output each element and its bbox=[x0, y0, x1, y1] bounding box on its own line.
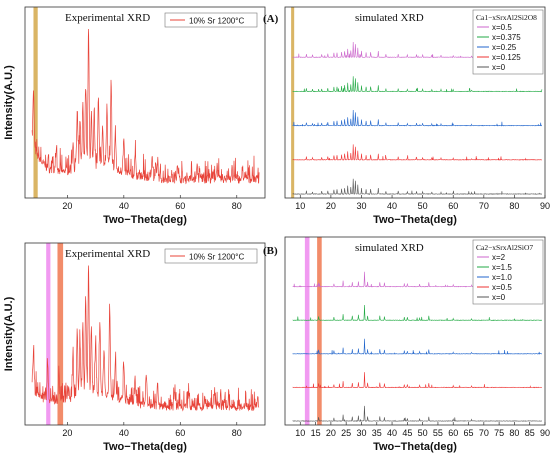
series-line-x-0-375 bbox=[292, 76, 543, 93]
legend-box bbox=[472, 9, 544, 75]
x-tick-label: 20 bbox=[62, 201, 72, 211]
x-tick-label: 75 bbox=[494, 428, 504, 438]
x-tick-label: 25 bbox=[341, 428, 351, 438]
x-axis-label: Two−Theta(deg) bbox=[373, 214, 457, 226]
legend-box bbox=[164, 12, 258, 28]
legend-entry: x=0.5 bbox=[492, 23, 512, 32]
x-tick-label: 60 bbox=[448, 201, 458, 211]
x-tick-label: 40 bbox=[119, 201, 129, 211]
legend-entry: 10% Sr 1200°C bbox=[189, 253, 244, 262]
legend-entry: x=0.5 bbox=[492, 283, 512, 292]
legend-title: Ca1−xSrxAl2Si2O8 bbox=[476, 13, 537, 22]
panel-label: (A) bbox=[263, 13, 279, 25]
chart-title: Experimental XRD bbox=[65, 12, 150, 24]
series-line-x-1-5 bbox=[292, 304, 542, 322]
legend-title: Ca2−xSrxAl2SiO7 bbox=[476, 243, 533, 252]
y-axis-label: Intensity(A.U.) bbox=[3, 65, 15, 140]
x-tick-label: 15 bbox=[311, 428, 321, 438]
chart-panel-1: 10% Sr 1200°C Experimental XRD 20 40 60 80 Two… bbox=[3, 6, 266, 226]
x-tick-label: 10 bbox=[295, 428, 305, 438]
x-tick-label: 20 bbox=[62, 428, 72, 438]
y-axis-label: Intensity(A.U.) bbox=[3, 296, 15, 371]
x-tick-label: 50 bbox=[418, 201, 428, 211]
series-line-x-0-25 bbox=[292, 109, 542, 127]
series-line-x-0-5 bbox=[292, 372, 542, 389]
chart-title: simulated XRD bbox=[355, 12, 424, 24]
x-tick-label: 70 bbox=[479, 201, 489, 211]
x-tick-label: 60 bbox=[448, 428, 458, 438]
x-tick-label: 60 bbox=[175, 201, 185, 211]
highlight-band bbox=[291, 7, 295, 198]
legend-entry: x=2 bbox=[492, 253, 506, 262]
x-tick-label: 20 bbox=[326, 428, 336, 438]
highlight-band bbox=[46, 243, 51, 425]
x-tick-label: 40 bbox=[387, 201, 397, 211]
x-tick-label: 30 bbox=[356, 428, 366, 438]
legend-box bbox=[164, 248, 258, 264]
x-tick-label: 20 bbox=[326, 201, 336, 211]
x-tick-label: 80 bbox=[509, 428, 519, 438]
x-axis-label: Two−Theta(deg) bbox=[103, 214, 187, 226]
legend-box bbox=[472, 239, 544, 305]
legend-entry: x=0 bbox=[492, 63, 506, 72]
series-line-x-0 bbox=[292, 405, 543, 422]
highlight-band bbox=[304, 237, 310, 425]
chart-title: Experimental XRD bbox=[65, 248, 150, 260]
panel-label: (B) bbox=[263, 245, 278, 257]
legend-entry: x=0.25 bbox=[492, 43, 517, 52]
chart-panel-2: Ca1−xSrxAl2Si2O8x=0.5x=0.375x=0.25x=0.12… bbox=[263, 6, 550, 226]
highlight-band bbox=[57, 243, 64, 425]
series-line-x-0 bbox=[292, 178, 542, 195]
plot-frame bbox=[24, 242, 266, 426]
x-tick-label: 10 bbox=[295, 201, 305, 211]
x-tick-label: 80 bbox=[509, 201, 519, 211]
x-tick-label: 90 bbox=[540, 201, 550, 211]
series-line-x-0-125 bbox=[292, 144, 543, 161]
legend-entry: x=1.0 bbox=[492, 273, 512, 282]
legend-entry: x=0.375 bbox=[492, 33, 521, 42]
x-tick-label: 50 bbox=[418, 428, 428, 438]
x-tick-label: 90 bbox=[540, 428, 550, 438]
legend-entry: x=0.125 bbox=[492, 53, 521, 62]
x-tick-label: 40 bbox=[119, 428, 129, 438]
x-tick-label: 80 bbox=[232, 428, 242, 438]
plot-frame bbox=[24, 6, 266, 199]
x-tick-label: 30 bbox=[356, 201, 366, 211]
x-tick-label: 80 bbox=[232, 201, 242, 211]
chart-panel-3: 10% Sr 1200°C Experimental XRD 20 40 60 80 Two… bbox=[3, 242, 266, 453]
x-tick-label: 65 bbox=[464, 428, 474, 438]
series-line-experimental bbox=[31, 28, 260, 185]
plot-frame bbox=[284, 6, 546, 199]
x-axis-label: Two−Theta(deg) bbox=[103, 441, 187, 453]
highlight-band bbox=[33, 7, 38, 198]
series-line-experimental bbox=[31, 265, 260, 412]
x-tick-label: 70 bbox=[479, 428, 489, 438]
x-tick-label: 85 bbox=[525, 428, 535, 438]
x-tick-label: 60 bbox=[175, 428, 185, 438]
x-tick-label: 55 bbox=[433, 428, 443, 438]
legend-entry: x=1.5 bbox=[492, 263, 512, 272]
x-axis-label: Two−Theta(deg) bbox=[373, 441, 457, 453]
series-line-x-1-0 bbox=[292, 338, 542, 355]
x-tick-label: 40 bbox=[387, 428, 397, 438]
chart-title: simulated XRD bbox=[355, 242, 424, 254]
legend-entry: x=0 bbox=[492, 293, 506, 302]
x-tick-label: 45 bbox=[402, 428, 412, 438]
x-tick-label: 35 bbox=[372, 428, 382, 438]
legend-entry: 10% Sr 1200°C bbox=[189, 17, 244, 26]
plot-frame bbox=[284, 236, 546, 426]
highlight-band bbox=[317, 237, 322, 425]
